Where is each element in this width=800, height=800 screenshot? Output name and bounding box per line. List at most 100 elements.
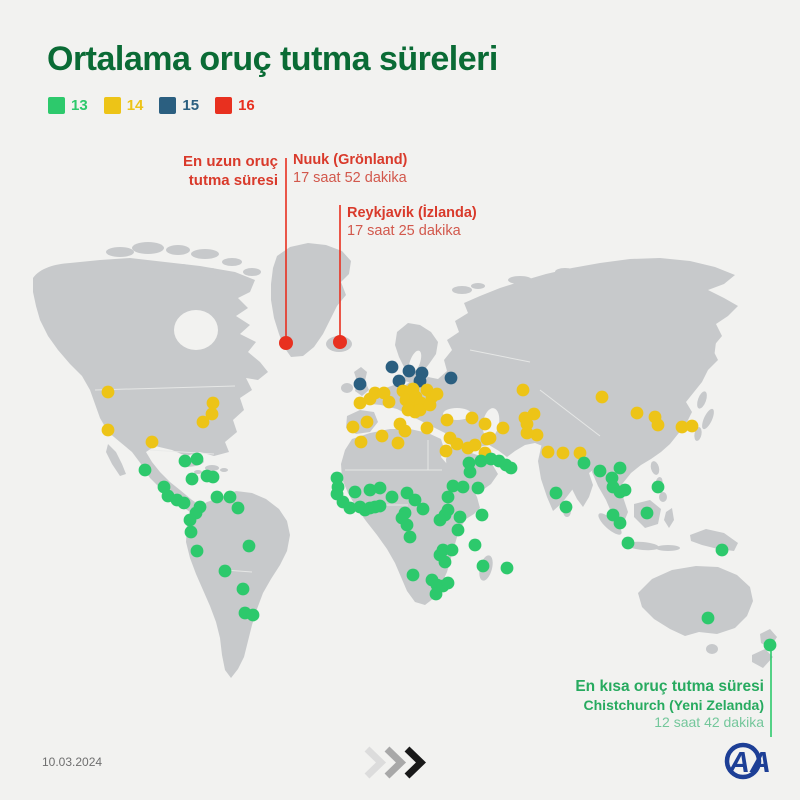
city-dot [400, 518, 414, 532]
city-dot [441, 576, 455, 590]
longest-fasting-heading: En uzun oruç tutma süresi [183, 153, 278, 189]
city-dot [463, 465, 477, 479]
reykjavik-duration: 17 saat 25 dakika [347, 223, 461, 239]
city-dot [223, 490, 237, 504]
city-dot [413, 403, 427, 417]
city-dot [480, 432, 494, 446]
city-dot [556, 446, 570, 460]
city-dot [701, 611, 715, 625]
city-dot [360, 415, 374, 429]
city-dot [218, 564, 232, 578]
city-dot [101, 423, 115, 437]
city-dot [353, 396, 367, 410]
city-dot [373, 499, 387, 513]
city-dot [433, 513, 447, 527]
city-dot [651, 480, 665, 494]
city-dot [430, 387, 444, 401]
city-dot [468, 438, 482, 452]
annotation-lines [285, 158, 772, 737]
city-dot [549, 486, 563, 500]
city-dot [446, 479, 460, 493]
city-dot [196, 415, 210, 429]
city-dot [184, 525, 198, 539]
nuuk-city-label: Nuuk (Grönland) [293, 152, 408, 168]
city-dot [138, 463, 152, 477]
city-dot [333, 335, 347, 349]
city-dot [445, 543, 459, 557]
city-dot [423, 398, 437, 412]
city-dot [348, 485, 362, 499]
city-dot [630, 406, 644, 420]
city-dot [504, 461, 518, 475]
city-dot [468, 538, 482, 552]
city-dot [403, 530, 417, 544]
city-dot [763, 638, 777, 652]
city-dot [471, 481, 485, 495]
city-dot [279, 336, 293, 350]
city-dot [385, 360, 399, 374]
city-dot [715, 543, 729, 557]
city-dot [476, 559, 490, 573]
city-dot [651, 418, 665, 432]
city-dot [363, 483, 377, 497]
city-dot [613, 516, 627, 530]
city-dot [178, 454, 192, 468]
annotation-nuuk: Nuuk (Grönland) 17 saat 52 dakika [293, 151, 407, 187]
city-dot [453, 510, 467, 524]
city-dot [465, 411, 479, 425]
city-dot [382, 395, 396, 409]
legend-label-16: 16 [238, 97, 255, 114]
city-dot [190, 452, 204, 466]
legend-item-15: 15 [159, 97, 199, 114]
city-dot [398, 424, 412, 438]
map-dots [101, 335, 777, 652]
city-dot [500, 561, 514, 575]
city-dot [520, 426, 534, 440]
chevrons-icon [362, 743, 427, 788]
christchurch-city-label: Chistchurch (Yeni Zelanda) [583, 697, 764, 713]
nuuk-duration: 17 saat 52 dakika [293, 170, 407, 186]
reykjavik-city-label: Reykjavik (İzlanda) [347, 205, 477, 221]
city-dot [496, 421, 510, 435]
city-dot [101, 385, 115, 399]
page-title: Ortalama oruç tutma süreleri [47, 40, 498, 78]
christchurch-duration: 12 saat 42 dakika [654, 714, 764, 730]
legend-item-13: 13 [48, 97, 88, 114]
city-dot [402, 364, 416, 378]
city-dot [440, 413, 454, 427]
legend-item-16: 16 [215, 97, 255, 114]
city-dot [438, 555, 452, 569]
city-dot [530, 428, 544, 442]
city-dot [408, 493, 422, 507]
city-dot [593, 464, 607, 478]
legend-label-15: 15 [182, 97, 200, 114]
legend-swatch-13 [48, 97, 65, 114]
city-dot [451, 523, 465, 537]
city-dot [640, 506, 654, 520]
legend-label-14: 14 [126, 97, 144, 114]
city-dot [621, 536, 635, 550]
city-dot [375, 429, 389, 443]
city-dot [474, 454, 488, 468]
city-dot [559, 500, 573, 514]
legend-swatch-15 [159, 97, 177, 114]
city-dot [475, 508, 489, 522]
city-dot [246, 608, 260, 622]
shortest-fasting-heading: En kısa oruç tutma süresi [575, 678, 764, 695]
city-dot [205, 407, 219, 421]
city-dot [541, 445, 555, 459]
city-dot [183, 513, 197, 527]
legend-swatch-14 [103, 97, 121, 114]
city-dot [346, 420, 360, 434]
city-dot [385, 490, 399, 504]
city-dot [456, 480, 470, 494]
city-dot [206, 396, 220, 410]
city-dot [618, 483, 632, 497]
legend-label-13: 13 [71, 97, 88, 114]
city-dot [429, 587, 443, 601]
city-dot [353, 377, 367, 391]
city-dot [206, 470, 220, 484]
city-dot [520, 417, 534, 431]
city-dot [420, 421, 434, 435]
